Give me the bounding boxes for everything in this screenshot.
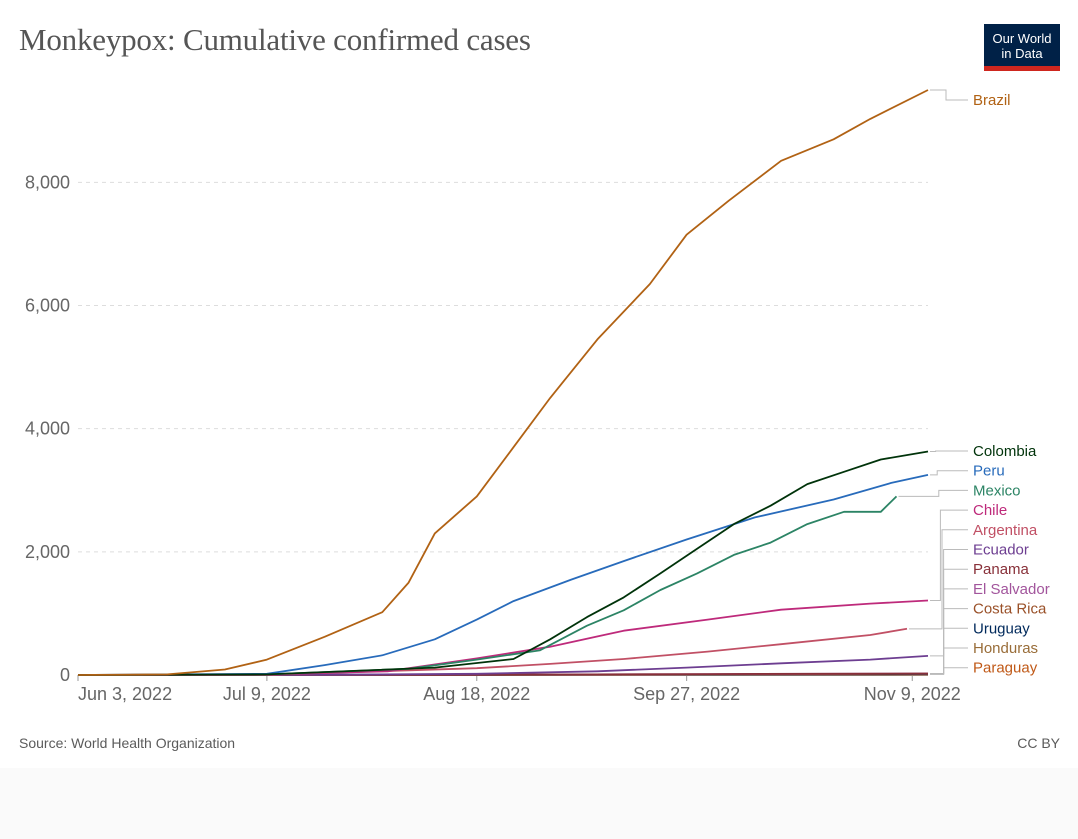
x-tick-label-2: Aug 18, 2022 — [423, 684, 530, 704]
chart-card: Monkeypox: Cumulative confirmed cases Ou… — [19, 22, 1060, 751]
label-connector-panama — [930, 568, 968, 674]
label-connector-costa-rica — [930, 608, 968, 675]
series-line-mexico — [77, 495, 898, 676]
logo-line-2: in Data — [1001, 46, 1043, 61]
series-label-uruguay: Uruguay — [973, 620, 1030, 637]
series-label-paraguay: Paraguay — [973, 660, 1038, 677]
series-label-argentina: Argentina — [973, 522, 1038, 539]
owid-logo[interactable]: Our World in Data — [984, 24, 1060, 71]
y-tick-label-0: 0 — [60, 665, 70, 685]
series-line-peru — [77, 474, 929, 676]
label-connector-ecuador — [930, 549, 968, 657]
series-line-chile — [77, 599, 929, 676]
series-label-panama: Panama — [973, 561, 1030, 578]
label-connector-argentina — [909, 529, 968, 630]
logo-line-1: Our World — [992, 31, 1052, 46]
series-line-ecuador — [77, 655, 929, 676]
label-connector-mexico — [898, 489, 968, 497]
chart-title: Monkeypox: Cumulative confirmed cases — [19, 22, 531, 57]
y-tick-label-8000: 8,000 — [25, 172, 70, 192]
series-label-honduras: Honduras — [973, 640, 1038, 657]
label-connector-brazil — [930, 89, 968, 101]
x-tick-label-4: Nov 9, 2022 — [864, 684, 961, 704]
x-tick-label-1: Jul 9, 2022 — [223, 684, 311, 704]
series-label-colombia: Colombia — [973, 443, 1037, 460]
label-connector-honduras — [930, 647, 968, 675]
y-tick-label-2000: 2,000 — [25, 542, 70, 562]
source-note[interactable]: Source: World Health Organization — [19, 735, 236, 751]
series-label-el-salvador: El Salvador — [973, 581, 1050, 598]
license-link[interactable]: CC BY — [1017, 735, 1060, 751]
series-line-brazil — [77, 89, 929, 676]
series-label-peru: Peru — [973, 463, 1005, 480]
label-connector-el-salvador — [930, 588, 968, 674]
series-line-colombia — [77, 450, 929, 676]
label-connector-peru — [930, 470, 968, 476]
line-chart: 0 2,000 4,000 6,000 8,000 Jun 3, 2022 Jul 9, 2… — [25, 89, 1050, 704]
label-connector-paraguay — [930, 667, 968, 675]
x-tick-label-3: Sep 27, 2022 — [633, 684, 740, 704]
series-label-mexico: Mexico — [973, 482, 1021, 499]
series-label-brazil: Brazil — [973, 92, 1011, 109]
y-tick-label-6000: 6,000 — [25, 296, 70, 316]
series-line-argentina — [77, 627, 908, 676]
series-label-costa-rica: Costa Rica — [973, 601, 1047, 618]
series-label-chile: Chile — [973, 502, 1007, 519]
label-connector-chile — [930, 509, 968, 601]
series-label-ecuador: Ecuador — [973, 542, 1029, 559]
y-tick-label-4000: 4,000 — [25, 419, 70, 439]
x-tick-label-0: Jun 3, 2022 — [78, 684, 172, 704]
